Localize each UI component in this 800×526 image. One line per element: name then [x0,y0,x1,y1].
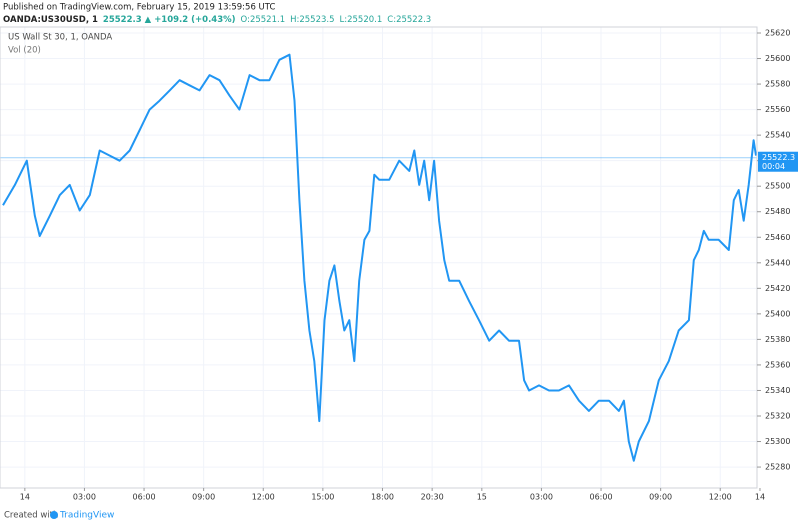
x-tick-label: 03:00 [73,493,96,502]
legend-volume: Vol (20) [8,46,41,56]
y-tick-label: 25280 [765,463,790,472]
symbol: OANDA:US30USD, 1 [3,15,98,25]
last: 25522.3 [103,15,142,25]
y-tick-label: 25360 [765,360,790,369]
y-tick-label: 25380 [765,335,790,344]
footer-created: Created with [4,511,58,521]
plot [0,27,757,488]
x-tick-label: 09:00 [649,493,672,502]
y-tick-label: 25440 [765,258,790,267]
x-tick-label: 15:00 [311,493,334,502]
x-tick-label: 15 [477,493,487,502]
y-tick-label: 25620 [765,29,790,38]
x-tick-label: 09:00 [192,493,215,502]
arrow: ▲ [145,15,152,25]
close: C:25522.3 [387,15,431,25]
footer-brand: TradingView [59,511,114,521]
y-tick-label: 25300 [765,437,790,446]
x-tick-label: 18:00 [371,493,394,502]
x-tick-label: 06:00 [133,493,156,502]
y-tick-label: 25420 [765,284,790,293]
y-tick-label: 25460 [765,233,790,242]
plot-frame [0,26,758,489]
y-tick-label: 25580 [765,80,790,89]
x-tick-label: 14 [20,493,30,502]
x-tick-label: 14 [755,493,765,502]
y-tick-label: 25340 [765,386,790,395]
last-price-box [758,151,798,172]
brand-icon [50,511,58,519]
low: L:25520.1 [340,15,383,25]
last-price-label: 25522.3 [762,153,795,162]
y-tick-label: 25320 [765,411,790,420]
x-tick-label: 12:00 [252,493,275,502]
countdown-label: 00:04 [762,162,785,171]
published-note: Published on TradingView.com, February 1… [3,3,275,13]
legend-title: US Wall St 30, 1, OANDA [8,33,112,43]
y-tick-label: 25600 [765,54,790,63]
high: H:25523.5 [290,15,334,25]
y-tick-label: 25540 [765,131,790,140]
open: O:25521.1 [241,15,286,25]
change: +109.2 (+0.43%) [154,15,235,25]
y-tick-label: 25480 [765,207,790,216]
y-tick-label: 25560 [765,105,790,114]
y-tick-label: 25400 [765,309,790,318]
price-line [2,53,757,462]
x-tick-label: 12:00 [709,493,732,502]
x-tick-label: 03:00 [530,493,553,502]
x-tick-label: 06:00 [589,493,612,502]
symbol-line: OANDA:US30USD, 1 25522.3 ▲ +109.2 (+0.43%) O… [3,15,431,25]
y-tick-label: 25500 [765,182,790,191]
x-tick-label: 20:30 [421,493,444,502]
